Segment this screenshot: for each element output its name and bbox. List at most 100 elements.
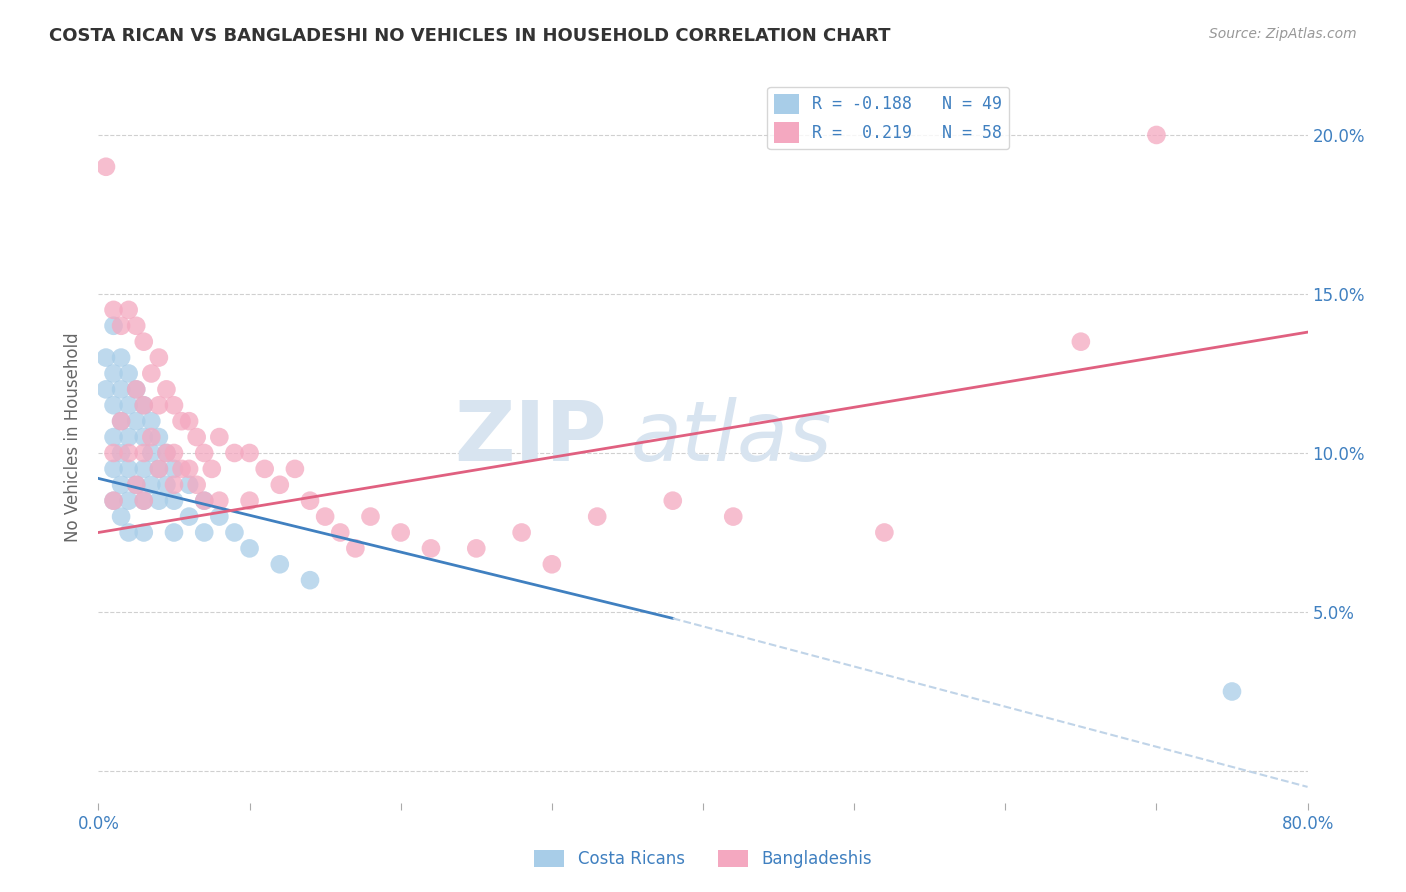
Point — [103, 430, 125, 444]
Point — [170, 414, 193, 428]
Point — [118, 525, 141, 540]
Point — [269, 558, 291, 572]
Point — [118, 302, 141, 317]
Point — [110, 414, 132, 428]
Point — [110, 509, 132, 524]
Point — [141, 477, 163, 491]
Point — [299, 493, 322, 508]
Point — [208, 493, 231, 508]
Point — [110, 351, 132, 365]
Point — [125, 414, 148, 428]
Point — [179, 509, 201, 524]
Point — [94, 160, 117, 174]
Point — [125, 318, 148, 333]
Point — [103, 493, 125, 508]
Point — [329, 525, 352, 540]
Point — [586, 509, 609, 524]
Point — [125, 477, 148, 491]
Point — [193, 493, 215, 508]
Point — [193, 446, 215, 460]
Point — [239, 446, 262, 460]
Point — [103, 398, 125, 412]
Point — [132, 430, 155, 444]
Y-axis label: No Vehicles in Household: No Vehicles in Household — [65, 332, 83, 542]
Point — [132, 398, 155, 412]
Point — [163, 493, 186, 508]
Point — [132, 446, 155, 460]
Point — [110, 414, 132, 428]
Point — [465, 541, 488, 556]
Point — [193, 493, 215, 508]
Legend: R = -0.188   N = 49, R =  0.219   N = 58: R = -0.188 N = 49, R = 0.219 N = 58 — [768, 87, 1010, 149]
Point — [201, 462, 224, 476]
Point — [148, 462, 170, 476]
Point — [118, 493, 141, 508]
Point — [186, 430, 208, 444]
Point — [314, 509, 336, 524]
Point — [155, 477, 177, 491]
Point — [148, 493, 170, 508]
Point — [103, 318, 125, 333]
Point — [132, 462, 155, 476]
Point — [1144, 128, 1167, 142]
Point — [125, 477, 148, 491]
Legend: Costa Ricans, Bangladeshis: Costa Ricans, Bangladeshis — [527, 843, 879, 875]
Point — [224, 525, 246, 540]
Point — [540, 558, 562, 572]
Point — [163, 446, 186, 460]
Point — [94, 351, 117, 365]
Point — [141, 446, 163, 460]
Point — [155, 383, 177, 397]
Point — [132, 398, 155, 412]
Point — [118, 446, 141, 460]
Point — [179, 414, 201, 428]
Point — [344, 541, 367, 556]
Point — [389, 525, 412, 540]
Point — [723, 509, 745, 524]
Point — [94, 383, 117, 397]
Point — [103, 493, 125, 508]
Point — [141, 430, 163, 444]
Point — [163, 398, 186, 412]
Point — [110, 383, 132, 397]
Point — [132, 493, 155, 508]
Text: COSTA RICAN VS BANGLADESHI NO VEHICLES IN HOUSEHOLD CORRELATION CHART: COSTA RICAN VS BANGLADESHI NO VEHICLES I… — [49, 27, 891, 45]
Point — [179, 477, 201, 491]
Point — [170, 462, 193, 476]
Point — [103, 446, 125, 460]
Point — [110, 446, 132, 460]
Point — [269, 477, 291, 491]
Point — [193, 525, 215, 540]
Point — [253, 462, 276, 476]
Point — [163, 525, 186, 540]
Point — [299, 573, 322, 587]
Point — [420, 541, 443, 556]
Point — [224, 446, 246, 460]
Point — [163, 462, 186, 476]
Point — [132, 334, 155, 349]
Point — [208, 509, 231, 524]
Point — [132, 525, 155, 540]
Point — [118, 462, 141, 476]
Point — [103, 462, 125, 476]
Point — [360, 509, 382, 524]
Point — [118, 367, 141, 381]
Point — [284, 462, 307, 476]
Point — [103, 367, 125, 381]
Point — [179, 462, 201, 476]
Point — [132, 493, 155, 508]
Point — [148, 462, 170, 476]
Point — [110, 477, 132, 491]
Text: ZIP: ZIP — [454, 397, 606, 477]
Point — [163, 477, 186, 491]
Text: atlas: atlas — [630, 397, 832, 477]
Point — [118, 398, 141, 412]
Point — [873, 525, 896, 540]
Point — [208, 430, 231, 444]
Point — [125, 383, 148, 397]
Point — [141, 414, 163, 428]
Point — [118, 430, 141, 444]
Point — [186, 477, 208, 491]
Point — [1220, 684, 1243, 698]
Point — [155, 446, 177, 460]
